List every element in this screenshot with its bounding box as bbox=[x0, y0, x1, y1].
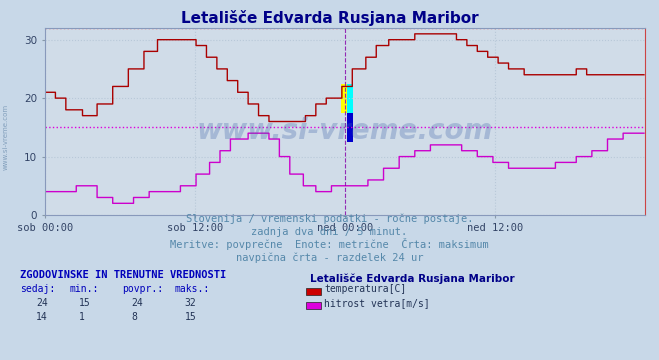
Text: www.si-vreme.com: www.si-vreme.com bbox=[2, 104, 9, 170]
Text: min.:: min.: bbox=[69, 284, 99, 294]
Text: navpična črta - razdelek 24 ur: navpična črta - razdelek 24 ur bbox=[236, 252, 423, 263]
Text: sedaj:: sedaj: bbox=[20, 284, 55, 294]
Text: ZGODOVINSKE IN TRENUTNE VREDNOSTI: ZGODOVINSKE IN TRENUTNE VREDNOSTI bbox=[20, 270, 226, 280]
Text: zadnja dva dni / 5 minut.: zadnja dva dni / 5 minut. bbox=[251, 227, 408, 237]
Text: 8: 8 bbox=[132, 312, 138, 322]
Text: 1: 1 bbox=[79, 312, 85, 322]
Text: Meritve: povprečne  Enote: metrične  Črta: maksimum: Meritve: povprečne Enote: metrične Črta:… bbox=[170, 238, 489, 250]
Text: 14: 14 bbox=[36, 312, 48, 322]
Text: 24: 24 bbox=[132, 298, 144, 308]
Bar bbox=[347, 84, 353, 113]
Text: 15: 15 bbox=[79, 298, 91, 308]
Text: 32: 32 bbox=[185, 298, 196, 308]
Text: Letališče Edvarda Rusjana Maribor: Letališče Edvarda Rusjana Maribor bbox=[181, 10, 478, 26]
Bar bbox=[341, 84, 347, 113]
Bar bbox=[347, 113, 353, 142]
Text: temperatura[C]: temperatura[C] bbox=[324, 284, 407, 294]
Text: www.si-vreme.com: www.si-vreme.com bbox=[197, 117, 493, 145]
Text: Slovenija / vremenski podatki - ročne postaje.: Slovenija / vremenski podatki - ročne po… bbox=[186, 213, 473, 224]
Text: Letališče Edvarda Rusjana Maribor: Letališče Edvarda Rusjana Maribor bbox=[310, 274, 515, 284]
Text: 24: 24 bbox=[36, 298, 48, 308]
Text: 15: 15 bbox=[185, 312, 196, 322]
Text: maks.:: maks.: bbox=[175, 284, 210, 294]
Text: povpr.:: povpr.: bbox=[122, 284, 163, 294]
Text: hitrost vetra[m/s]: hitrost vetra[m/s] bbox=[324, 298, 430, 308]
